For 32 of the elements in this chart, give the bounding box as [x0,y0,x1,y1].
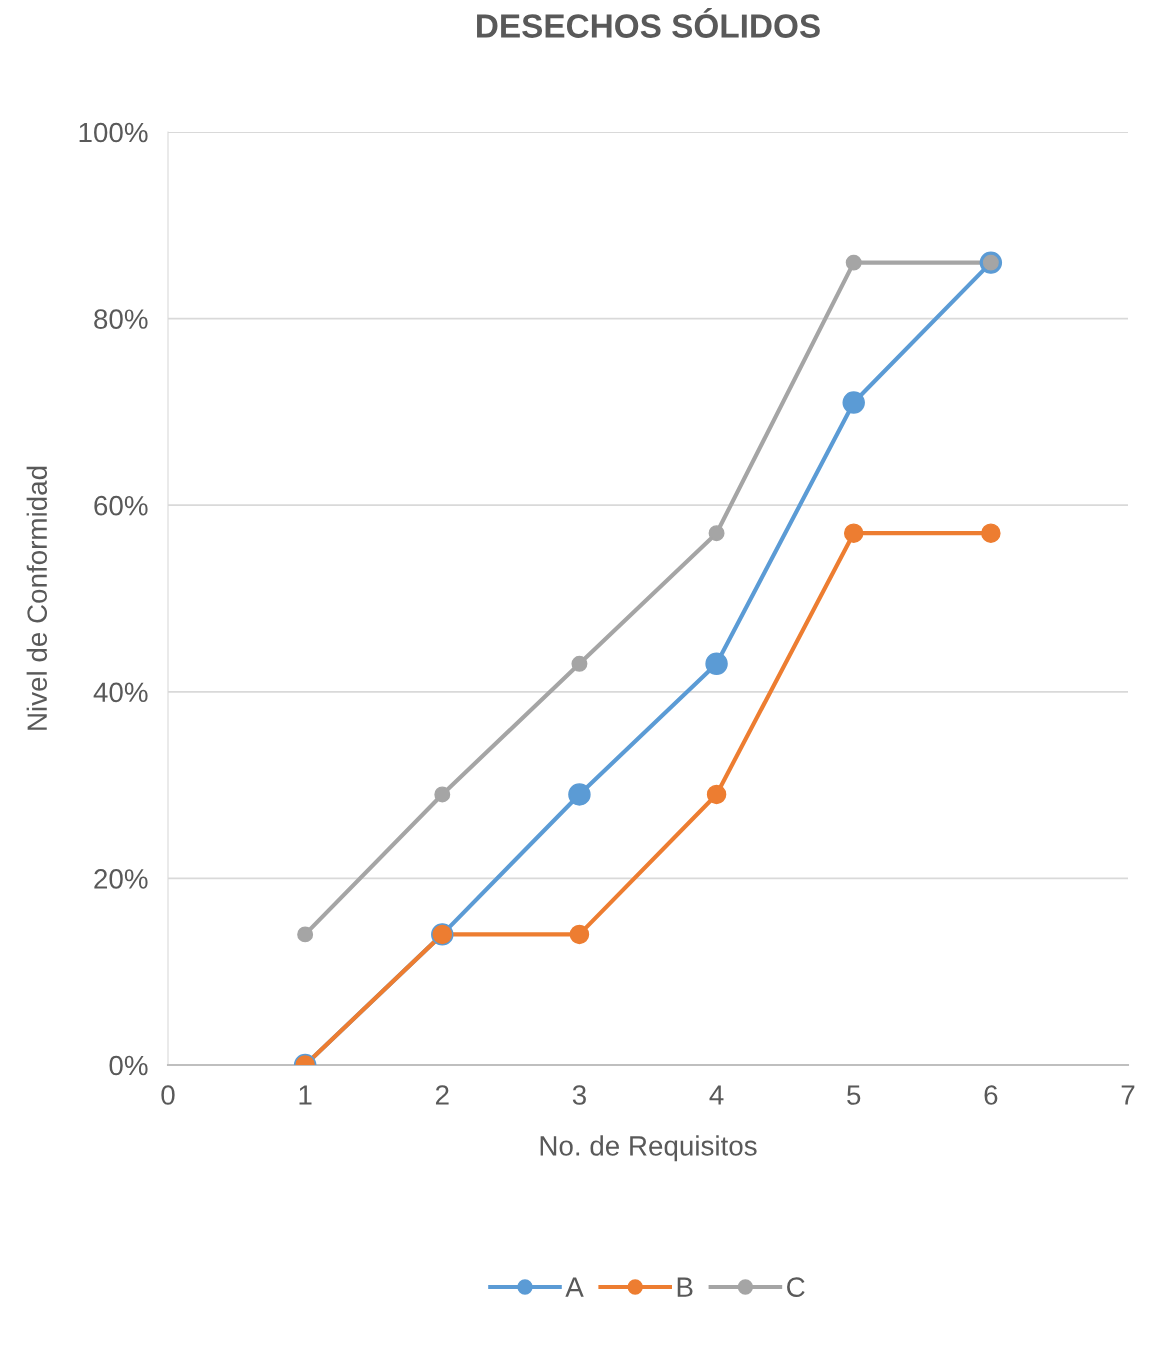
point [706,784,727,805]
y-tick-label: 80% [94,309,148,329]
x-tick-label: 3 [572,1085,586,1105]
x-tick-label: 4 [709,1085,724,1105]
legend-label: C [787,1277,805,1297]
point [569,924,590,945]
x-tick-label: 2 [435,1085,449,1105]
legend-label: A [565,1277,584,1297]
point [705,652,728,676]
point [297,926,314,943]
point [981,523,1001,543]
point [842,391,865,414]
point [571,655,588,672]
point [568,783,591,806]
legend-label: B [677,1277,693,1297]
point [843,523,864,543]
y-tick-label: 0% [109,1055,148,1076]
y-tick-label: 40% [93,682,148,703]
x-tick-label: 0 [161,1085,175,1105]
y-tick-label: 100% [79,122,148,143]
y-axis-title: Nivel de Conformidad [26,466,48,730]
x-axis-title: No. de Requisitos [540,1135,757,1162]
point [434,786,451,803]
x-tick-label: 5 [847,1085,861,1105]
point [708,525,725,542]
x-tick-label: 6 [984,1085,998,1105]
y-tick-label: 60% [94,495,148,516]
x-tick-label: 7 [1121,1085,1135,1105]
y-tick-label: 20% [94,869,148,889]
x-tick-label: 1 [299,1085,312,1105]
point [845,254,862,271]
chart-title: DESECHOS SÓLIDOS [477,8,820,38]
